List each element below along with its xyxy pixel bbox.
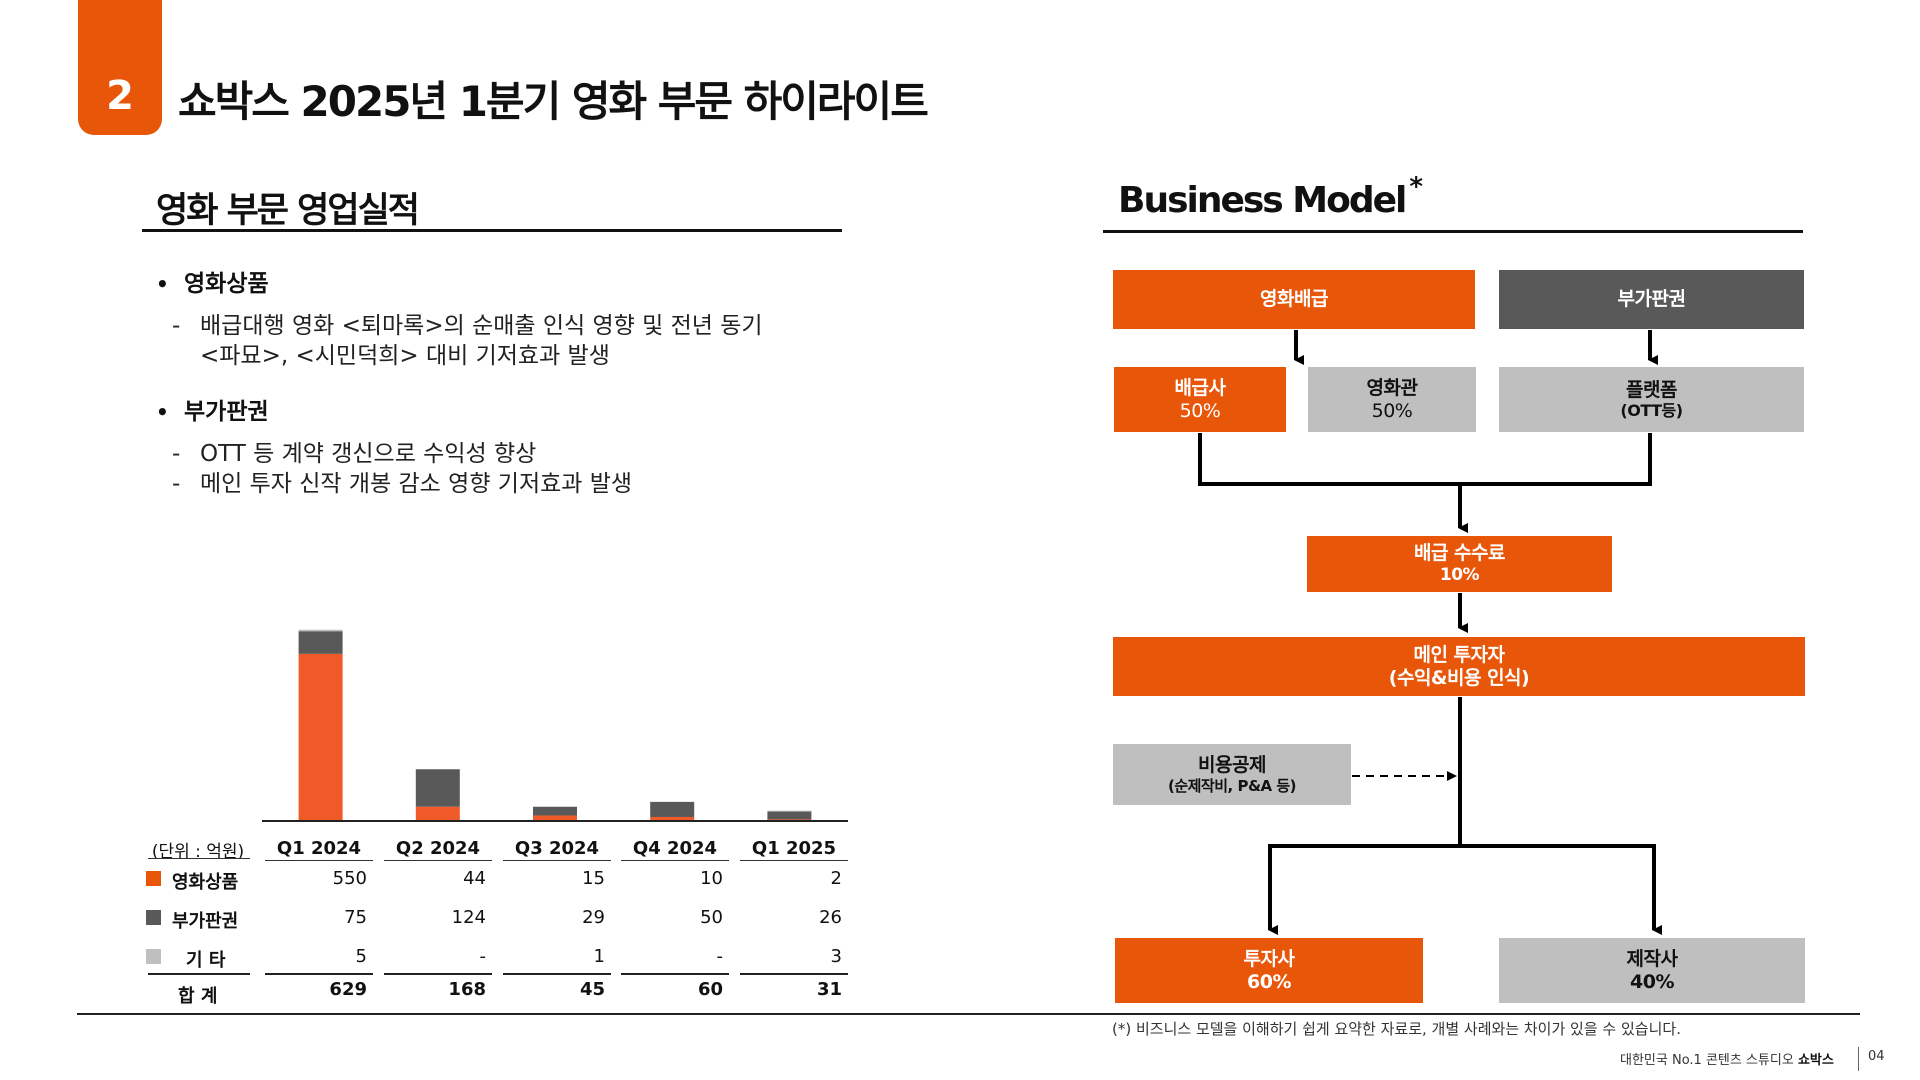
total-cell: 60 — [697, 979, 723, 1000]
box-cost-deduction: 비용공제 (순제작비, P&A 등) — [1113, 744, 1351, 805]
column-header: Q3 2024 — [514, 838, 600, 859]
bullet-title: 부가판권 — [184, 399, 269, 425]
total-cell: 629 — [329, 979, 367, 1000]
footnote-marker: * — [1409, 172, 1423, 202]
left-heading-rule — [142, 229, 842, 232]
column-header: Q2 2024 — [395, 838, 481, 859]
page-number: 04 — [1868, 1049, 1885, 1064]
column-header: Q4 2024 — [632, 838, 718, 859]
table-cell: 50 — [700, 907, 723, 928]
table-cell: 26 — [819, 907, 842, 928]
bracket-split — [1268, 844, 1656, 928]
business-model-heading: Business Model * — [1118, 172, 1423, 221]
total-cell: 168 — [448, 979, 486, 1000]
bar-segment-ancillary — [298, 631, 343, 654]
table-cell: 10 — [700, 868, 723, 889]
box-producer: 제작사 40% — [1499, 938, 1805, 1003]
table-cell: - — [716, 946, 724, 967]
total-label: 합 계 — [178, 986, 218, 1007]
bar-segment-film-products — [298, 653, 343, 820]
brand-tagline: 대한민국 No.1 콘텐츠 스튜디오 쇼박스 — [1620, 1053, 1834, 1068]
total-rule — [384, 973, 492, 975]
column-header: Q1 2025 — [751, 838, 837, 859]
unit-label: (단위 : 억원) — [151, 842, 245, 862]
box-main-investor: 메인 투자자 (수익&비용 인식) — [1113, 637, 1805, 696]
total-rule — [503, 973, 611, 975]
section-number-badge: 2 — [78, 0, 162, 135]
bar-segment-ancillary — [533, 806, 577, 816]
table-rule — [148, 858, 250, 859]
table-rule — [384, 860, 492, 861]
bar-segment-film-products — [533, 815, 577, 820]
bracket-distributor-platform — [1198, 433, 1652, 486]
table-cell: 550 — [332, 868, 367, 889]
bullet-title: 영화상품 — [184, 271, 269, 297]
row-label: 기 타 — [186, 950, 226, 971]
table-cell: 1 — [593, 946, 605, 967]
brand-name: 쇼박스 — [1797, 1053, 1834, 1068]
table-cell: 2 — [830, 868, 842, 889]
business-model-rule — [1103, 230, 1803, 233]
total-cell: 31 — [816, 979, 842, 1000]
table-cell: 44 — [463, 868, 486, 889]
total-cell: 45 — [579, 979, 605, 1000]
footer-rule — [77, 1013, 1860, 1015]
legend-swatch-other — [146, 949, 161, 964]
bar-segment-ancillary — [767, 811, 812, 820]
bar-segment-other — [533, 806, 577, 807]
stacked-bar-chart — [262, 629, 848, 822]
bullet-ancillary-rights: • 부가판권 — [156, 399, 269, 425]
box-distributor: 배급사 50% — [1114, 367, 1286, 432]
box-distribution-fee: 배급 수수료 10% — [1307, 536, 1612, 592]
legend-swatch-ancillary — [146, 910, 161, 925]
bar-segment-film-products — [415, 806, 460, 820]
bar-segment-other — [298, 629, 343, 632]
table-cell: 5 — [355, 946, 367, 967]
total-rule — [621, 973, 729, 975]
table-cell: - — [479, 946, 487, 967]
bar-segment-film-products — [650, 816, 695, 820]
box-film-distribution: 영화배급 — [1113, 270, 1475, 329]
footer-divider — [1858, 1047, 1859, 1071]
total-rule — [740, 973, 848, 975]
table-cell: 15 — [582, 868, 605, 889]
column-header: Q1 2024 — [276, 838, 362, 859]
footnote: (*) 비즈니스 모델을 이해하기 쉽게 요약한 자료로, 개별 사례와는 차이… — [1112, 1020, 1681, 1038]
legend-swatch-film-products — [146, 871, 161, 886]
total-rule — [265, 973, 373, 975]
bar-segment-film-products — [767, 819, 812, 820]
table-rule — [740, 860, 848, 861]
bullet-film-products: • 영화상품 — [156, 271, 269, 297]
box-investor: 투자사 60% — [1115, 938, 1423, 1003]
total-rule — [148, 973, 250, 975]
bar-segment-ancillary — [415, 769, 460, 807]
bullet-detail-line: <파묘>, <시민덕희> 대비 기저효과 발생 — [200, 343, 610, 369]
table-rule — [503, 860, 611, 861]
bullet-detail-line: - OTT 등 계약 갱신으로 수익성 향상 — [172, 441, 537, 467]
bar-segment-other — [767, 810, 812, 812]
bullet-detail-line: - 메인 투자 신작 개봉 감소 영향 기저효과 발생 — [172, 471, 633, 497]
table-cell: 29 — [582, 907, 605, 928]
box-theater: 영화관 50% — [1308, 367, 1476, 432]
bar-segment-ancillary — [650, 801, 695, 817]
page-title: 쇼박스 2025년 1분기 영화 부문 하이라이트 — [178, 77, 929, 126]
left-section-heading: 영화 부문 영업실적 — [156, 191, 420, 231]
box-platform: 플랫폼 (OTT등) — [1499, 367, 1804, 432]
table-cell: 75 — [344, 907, 367, 928]
row-label: 영화상품 — [172, 872, 239, 893]
box-ancillary-rights: 부가판권 — [1499, 270, 1804, 329]
table-rule — [621, 860, 729, 861]
bullet-detail-line: - 배급대행 영화 <퇴마록>의 순매출 인식 영향 및 전년 동기 — [172, 313, 763, 339]
table-cell: 124 — [451, 907, 486, 928]
table-cell: 3 — [830, 946, 842, 967]
table-rule — [265, 860, 373, 861]
row-label: 부가판권 — [172, 911, 239, 932]
